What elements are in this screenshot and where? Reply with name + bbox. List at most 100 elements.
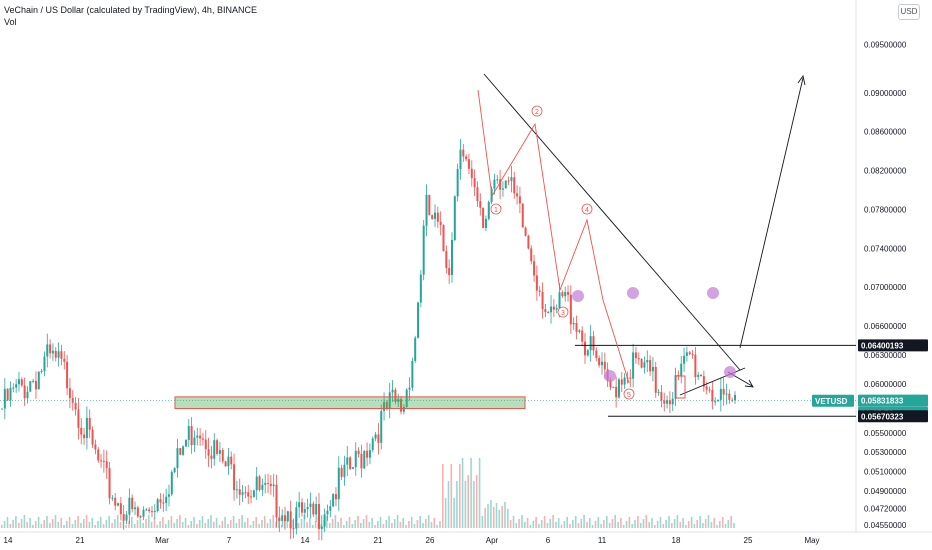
- volume-bar: [597, 517, 600, 528]
- candle-body: [417, 302, 420, 338]
- volume-bar: [391, 523, 393, 528]
- candle-body: [238, 489, 241, 495]
- candle-body: [411, 360, 414, 388]
- candle-body: [241, 492, 244, 495]
- volume-bar: [552, 515, 554, 528]
- candle-body: [3, 388, 6, 409]
- volume-bar: [557, 518, 560, 528]
- volume-bar: [662, 524, 665, 528]
- volume-bar: [215, 518, 218, 528]
- wave-label-circle: [490, 203, 502, 215]
- candle-body: [649, 360, 652, 372]
- volume-bar: [456, 481, 458, 528]
- candle-body: [88, 417, 91, 430]
- candle-body: [43, 356, 46, 372]
- volume-bar: [133, 524, 136, 528]
- volume-bar: [354, 520, 356, 528]
- candle-body: [312, 503, 315, 515]
- volume-bar: [148, 515, 150, 528]
- volume-bar: [136, 520, 139, 528]
- volume-bar: [679, 522, 682, 528]
- volume-bar: [258, 524, 260, 528]
- candle-body: [218, 450, 221, 454]
- volume-bar: [450, 464, 453, 528]
- candle-body: [584, 341, 587, 356]
- candle-body: [609, 380, 612, 388]
- arrow-head: [797, 74, 806, 86]
- candle-body: [697, 374, 700, 378]
- candle-body: [167, 494, 170, 497]
- volume-bar: [40, 524, 43, 528]
- candle-body: [394, 389, 397, 402]
- volume-bar: [252, 521, 255, 528]
- candle-body: [501, 188, 504, 190]
- x-tick-label: 11: [598, 536, 607, 545]
- volume-bar: [444, 498, 447, 528]
- wave-label: 5: [627, 392, 631, 399]
- volume-bar: [507, 509, 509, 528]
- descending-trendline: [483, 73, 741, 371]
- volume-bar: [343, 525, 345, 528]
- currency-badge[interactable]: USD: [898, 4, 920, 20]
- volume-bar: [374, 525, 376, 528]
- volume-bar: [405, 525, 407, 528]
- volume-bar: [668, 516, 670, 528]
- candle-body: [26, 391, 29, 399]
- candle-body: [184, 439, 187, 447]
- candles: [1, 138, 736, 541]
- volume-bar: [591, 525, 594, 528]
- volume-bar: [427, 515, 430, 528]
- volume-bar: [15, 516, 17, 528]
- volume-bar: [634, 520, 636, 528]
- volume-bar: [422, 523, 424, 528]
- candle-body: [688, 352, 691, 355]
- volume-bar: [402, 518, 404, 528]
- volume-bar: [673, 519, 676, 528]
- volume-bar: [733, 523, 735, 528]
- candle-body: [83, 434, 86, 439]
- candle-body: [530, 248, 533, 262]
- volume-bar: [312, 525, 314, 528]
- candle-body: [122, 514, 125, 521]
- candle-body: [258, 476, 261, 490]
- volume-bar: [393, 519, 396, 528]
- volume-bar: [351, 524, 354, 528]
- volume-bar: [68, 517, 71, 528]
- candle-body: [303, 509, 306, 513]
- volume-bar: [622, 525, 625, 528]
- candle-body: [363, 450, 366, 469]
- volume-bar: [665, 520, 667, 528]
- candle-body: [255, 476, 258, 491]
- candle-body: [640, 359, 643, 368]
- volume-bar: [399, 522, 402, 528]
- volume-bar: [453, 498, 455, 528]
- volume-bar: [249, 525, 252, 528]
- candle-body: [541, 291, 544, 310]
- volume-bar: [224, 517, 226, 528]
- candle-body: [68, 388, 71, 399]
- volume-bar: [255, 517, 257, 528]
- touch-marker: [627, 287, 639, 299]
- volume-bar: [261, 520, 263, 528]
- candle-body: [629, 377, 632, 379]
- volume-bar: [328, 523, 331, 528]
- candle-body: [504, 180, 507, 189]
- volume-bar: [518, 519, 520, 528]
- volume-bar: [131, 517, 133, 528]
- volume-bar: [699, 516, 701, 528]
- candle-body: [114, 497, 117, 506]
- volume-bar: [589, 518, 591, 528]
- volume-bar: [331, 519, 334, 528]
- candle-body: [173, 468, 176, 473]
- candle-body: [306, 507, 309, 510]
- volume-bar: [529, 525, 532, 528]
- candle-body: [637, 358, 640, 360]
- volume-bar: [362, 519, 365, 528]
- candle-body: [34, 380, 37, 390]
- volume-bar: [532, 521, 535, 528]
- x-tick-label: 6: [546, 536, 551, 545]
- volume-bar: [512, 516, 515, 528]
- candle-body: [371, 438, 374, 451]
- candle-body: [332, 494, 335, 507]
